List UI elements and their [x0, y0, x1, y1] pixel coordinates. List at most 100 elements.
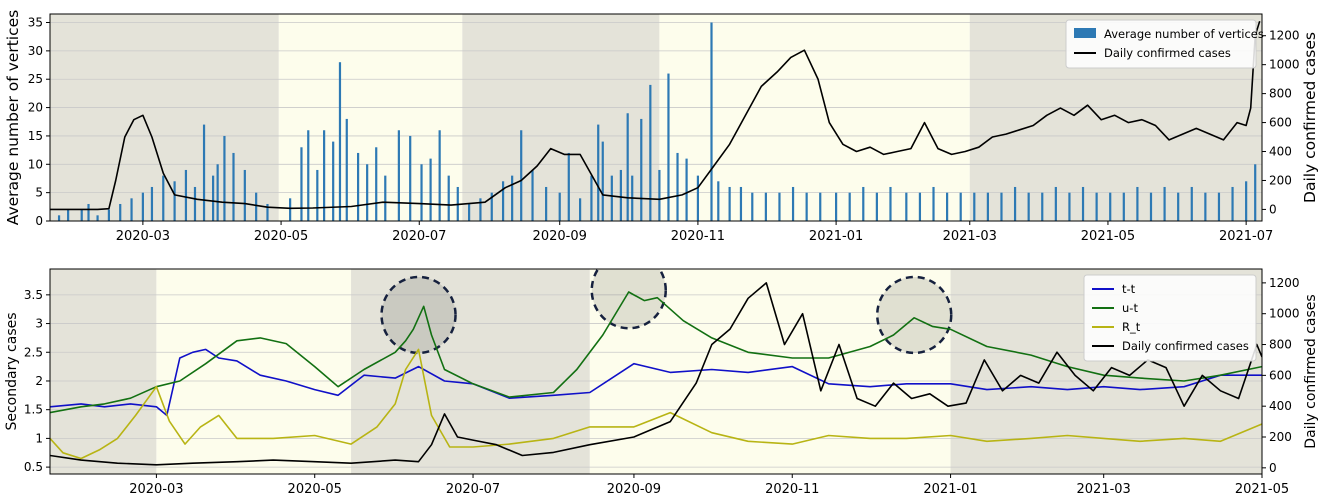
bar	[300, 147, 303, 221]
bar	[848, 192, 851, 221]
x-tick-label: 2020-03	[116, 229, 170, 244]
bar	[490, 192, 493, 221]
x-tick-label: 2020-09	[533, 229, 587, 244]
bar	[710, 22, 713, 221]
y-tick-label: 1.5	[24, 403, 43, 417]
bar	[946, 192, 949, 221]
bar	[338, 62, 342, 221]
bar	[778, 192, 781, 221]
bar	[216, 164, 219, 221]
bar	[1245, 181, 1248, 221]
bar	[232, 152, 235, 221]
x-tick-label: 2021-01	[923, 482, 977, 497]
bar	[356, 152, 360, 221]
legend-swatch	[1074, 28, 1096, 38]
bar	[819, 192, 822, 221]
bar	[289, 198, 292, 221]
bar	[579, 198, 582, 221]
y-right-tick-label: 200	[1269, 430, 1292, 444]
bar	[619, 169, 622, 221]
bar	[739, 186, 743, 221]
highlight-circle	[590, 269, 667, 330]
bar	[601, 141, 604, 221]
y-tick-label: 35	[28, 16, 43, 30]
legend-label: Average number of vertices	[1104, 27, 1264, 41]
bar	[96, 215, 99, 221]
bar	[323, 130, 326, 221]
legend-box	[1083, 274, 1257, 362]
shaded-period	[589, 269, 951, 474]
bar	[429, 158, 432, 221]
y-tick-label: 20	[28, 101, 43, 115]
y-right-tick-label: 200	[1269, 173, 1292, 187]
bar	[479, 198, 482, 221]
bar	[316, 169, 319, 221]
bar	[875, 192, 878, 221]
x-tick-label: 2020-03	[129, 482, 183, 497]
bar	[918, 192, 922, 221]
bar	[640, 118, 643, 221]
highlight-circle	[380, 275, 457, 355]
y-tick-label: 3.5	[24, 288, 43, 302]
bar	[567, 152, 570, 221]
bar	[558, 192, 561, 221]
bar	[243, 169, 246, 221]
x-tick-label: 2020-07	[446, 482, 500, 497]
bar	[1163, 186, 1166, 221]
bar	[107, 209, 111, 221]
bar	[150, 186, 154, 221]
bar	[119, 203, 122, 221]
plot-area	[50, 14, 1262, 221]
shaded-period	[50, 269, 157, 474]
shaded-period	[659, 14, 970, 221]
bar	[438, 130, 441, 221]
bar	[468, 203, 471, 221]
bar	[384, 175, 387, 221]
y-right-tick-label: 600	[1269, 368, 1292, 382]
y-right-tick-label: 0	[1269, 202, 1277, 216]
y-axis-label: Average number of vertices	[4, 10, 22, 225]
bar	[1190, 186, 1193, 221]
legend-label: Daily confirmed cases	[1104, 46, 1231, 60]
bar	[1013, 186, 1017, 221]
bar	[409, 135, 412, 221]
y-tick-label: 0.5	[24, 460, 43, 474]
legend: t-t u-t R_t Daily confirmed cases	[1083, 274, 1257, 362]
shaded-period	[50, 14, 279, 221]
y-tick-label: 0	[35, 214, 43, 228]
bar	[959, 192, 962, 221]
bar	[141, 192, 144, 221]
bar	[1122, 192, 1125, 221]
bar	[658, 169, 661, 221]
y-tick-label: 2.5	[24, 345, 43, 359]
y-right-tick-label: 1000	[1269, 58, 1300, 72]
bar	[764, 192, 767, 221]
bar	[420, 164, 423, 221]
bar	[130, 198, 133, 221]
y-right-tick-label: 1000	[1269, 307, 1300, 321]
bar	[590, 175, 593, 221]
bar	[1149, 192, 1153, 221]
bar	[255, 192, 258, 221]
y-right-axis-label: Daily confirmed cases	[1301, 32, 1319, 203]
bar	[1068, 192, 1071, 221]
bar	[447, 175, 450, 221]
x-tick-label: 2021-03	[1077, 482, 1131, 497]
bar	[1081, 186, 1085, 221]
bar	[1109, 192, 1112, 221]
x-tick-label: 2020-09	[607, 482, 661, 497]
bar	[597, 124, 600, 221]
bar	[626, 113, 629, 221]
bar	[366, 164, 369, 221]
axes-frame	[49, 13, 1263, 222]
bar	[397, 130, 400, 221]
bar	[1041, 192, 1044, 221]
bar	[1177, 192, 1180, 221]
bar	[649, 84, 652, 221]
bar	[1095, 192, 1098, 221]
y-right-axis-label: Daily confirmed cases	[1303, 294, 1319, 448]
y-tick-label: 1	[35, 431, 43, 445]
bottom-chart-panel: 0.5 1 1.5 2 2.5 3 3.5 0 200 400 600 800 1000 1200 2020…	[4, 268, 1319, 497]
y-tick-label: 3	[35, 317, 43, 331]
bar	[973, 192, 976, 221]
